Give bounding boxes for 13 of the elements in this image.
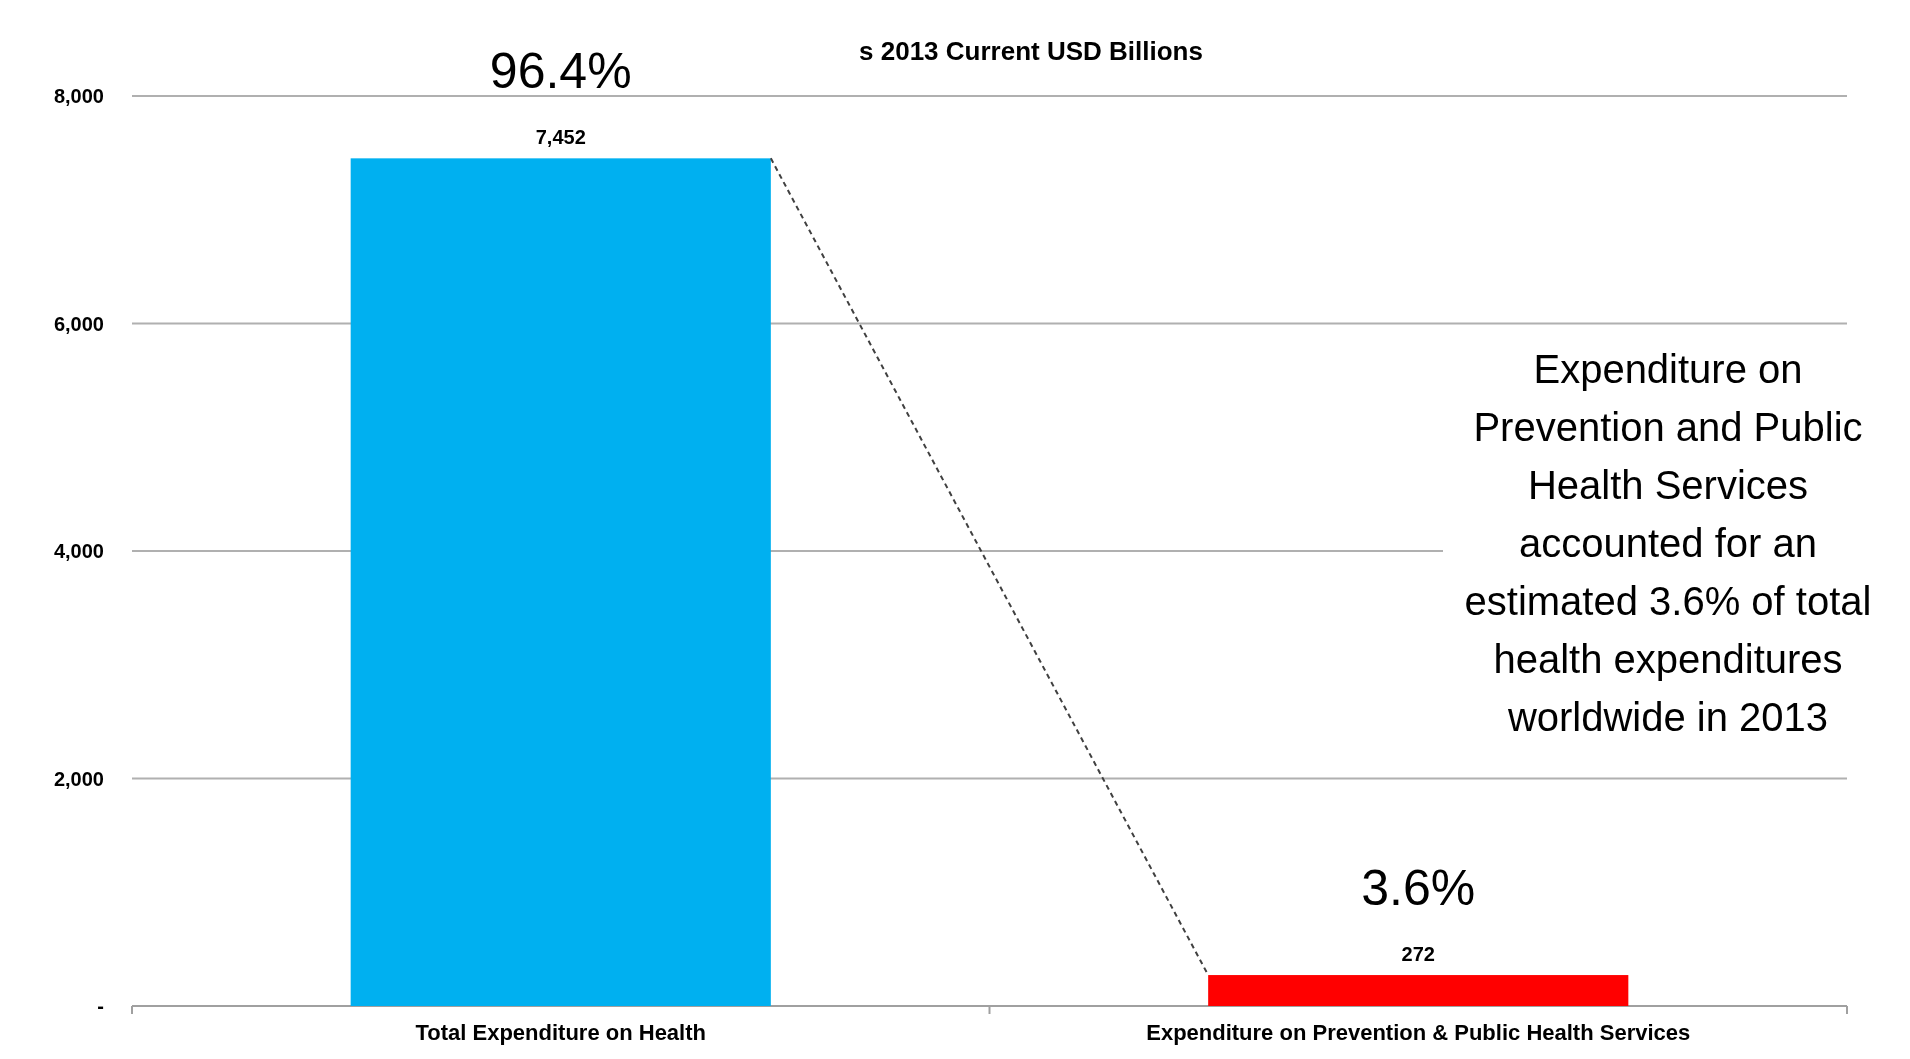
y-tick-label: 2,000 — [53, 767, 104, 790]
x-tick-label: Total Expenditure on Health — [415, 1020, 707, 1045]
y-tick-label: 4,000 — [53, 540, 104, 562]
y-tick-label: 8,000 — [53, 85, 104, 107]
annotation: 3.6% — [1361, 860, 1476, 917]
annotation: 96.4% — [489, 43, 632, 100]
chart-title: s 2013 Current USD Billions — [859, 36, 1203, 66]
y-tick-label: - — [97, 995, 104, 1017]
data-label: 7,452 — [535, 126, 586, 149]
x-tick-label: Expenditure on Prevention & Public Health Services — [1146, 1020, 1691, 1045]
y-tick-label: 6,000 — [53, 312, 104, 335]
data-label: 272 — [1401, 943, 1435, 966]
annotation: Expenditure on Prevention and Public Health Services accounted for an estimated 3.6% of total health expenditures worldwide in 2013 — [1464, 347, 1872, 739]
